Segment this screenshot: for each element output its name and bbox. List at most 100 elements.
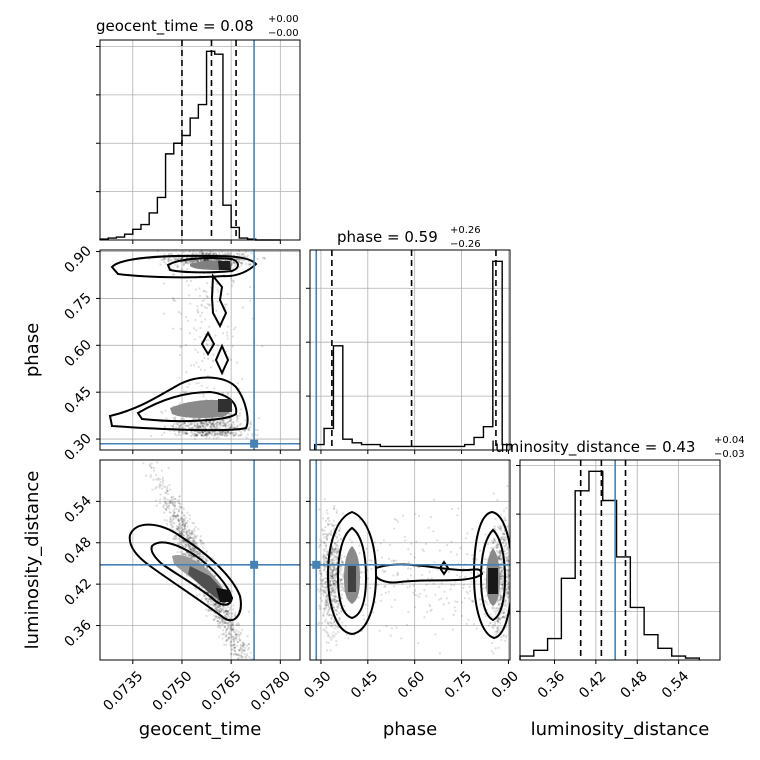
sample-point	[326, 517, 329, 520]
sample-point	[209, 609, 212, 612]
sample-point	[333, 556, 336, 559]
sample-point	[247, 429, 250, 432]
sample-point	[231, 644, 234, 648]
sample-point	[393, 527, 396, 530]
sample-point	[236, 258, 239, 261]
sample-point	[484, 614, 488, 618]
sample-point	[191, 260, 194, 263]
sample-point	[500, 558, 503, 561]
sample-point	[164, 486, 167, 489]
sample-point	[331, 572, 334, 575]
sample-point	[497, 526, 500, 529]
sample-point	[186, 262, 189, 265]
sample-point	[228, 608, 231, 611]
sample-point	[502, 509, 506, 512]
sample-point	[337, 550, 340, 553]
sample-point	[497, 607, 501, 610]
sample-point	[325, 603, 328, 607]
sample-point	[247, 642, 250, 646]
tick-label-y: 0.54	[61, 493, 94, 526]
sample-point	[206, 386, 209, 389]
sample-point	[201, 546, 204, 549]
sample-point	[178, 537, 181, 541]
sample-point	[380, 593, 383, 596]
sample-point	[331, 558, 334, 561]
sample-point	[501, 532, 505, 535]
sample-point	[205, 291, 208, 294]
sample-point	[327, 633, 330, 637]
sample-point	[325, 552, 329, 555]
sample-point	[191, 547, 195, 550]
sample-point	[216, 620, 219, 623]
sample-point	[505, 575, 508, 578]
sample-point	[325, 537, 328, 540]
sample-point	[185, 574, 188, 577]
sample-point	[208, 422, 211, 425]
sample-point	[393, 585, 396, 588]
sample-point	[196, 559, 199, 562]
sample-point	[161, 476, 164, 480]
sample-point	[184, 260, 187, 263]
sample-point	[456, 600, 459, 603]
sample-point	[330, 560, 333, 563]
sample-point	[204, 608, 207, 611]
sample-point	[164, 491, 168, 495]
sample-point	[206, 597, 209, 600]
sample-point	[489, 621, 492, 624]
sample-point	[340, 593, 343, 596]
sample-point	[170, 259, 173, 262]
sample-point	[214, 603, 217, 606]
sample-point	[224, 432, 227, 435]
sample-point	[229, 418, 232, 421]
sample-point	[329, 624, 332, 627]
sample-point	[220, 620, 223, 624]
sample-point	[223, 614, 226, 617]
sample-point	[188, 514, 192, 517]
sample-point	[174, 515, 177, 518]
sample-point	[322, 614, 325, 617]
sample-point	[169, 501, 172, 504]
sample-point	[329, 638, 333, 641]
sample-point	[326, 595, 329, 598]
sample-point	[205, 342, 208, 345]
sample-point	[231, 623, 234, 627]
sample-point	[185, 432, 189, 435]
sample-point	[199, 535, 202, 538]
sample-point	[484, 587, 487, 590]
panel-frame	[99, 459, 301, 661]
hist-panel-geocent-time	[96, 39, 301, 244]
sample-point	[213, 607, 217, 610]
sample-point	[494, 647, 497, 650]
contour-mid-upper	[166, 257, 239, 274]
contour-mid-left	[336, 526, 368, 620]
sample-point	[359, 571, 362, 574]
density-peak-right	[488, 568, 498, 594]
sample-point	[191, 252, 194, 255]
sample-point	[198, 287, 201, 290]
sample-point	[195, 361, 198, 364]
sample-point	[392, 559, 395, 562]
sample-point	[503, 550, 506, 553]
sample-point	[220, 433, 223, 437]
contour-outer-left	[326, 510, 378, 636]
sample-point	[428, 570, 431, 573]
sample-point	[227, 252, 231, 255]
sample-point	[221, 433, 224, 437]
sample-point	[201, 430, 204, 434]
sample-point	[498, 527, 501, 530]
sample-point	[492, 624, 495, 627]
sample-point	[326, 631, 329, 635]
sample-point	[174, 498, 177, 501]
sample-point	[251, 675, 253, 677]
sample-point	[212, 604, 215, 608]
sample-point	[210, 432, 213, 435]
sample-point	[324, 581, 327, 584]
sample-point	[216, 625, 220, 629]
sample-point	[238, 639, 241, 642]
sample-point	[161, 411, 164, 414]
sample-point	[333, 566, 336, 569]
sample-point	[341, 561, 344, 565]
sample-point	[322, 561, 326, 564]
sample-point	[234, 613, 237, 617]
sample-point	[184, 523, 187, 526]
